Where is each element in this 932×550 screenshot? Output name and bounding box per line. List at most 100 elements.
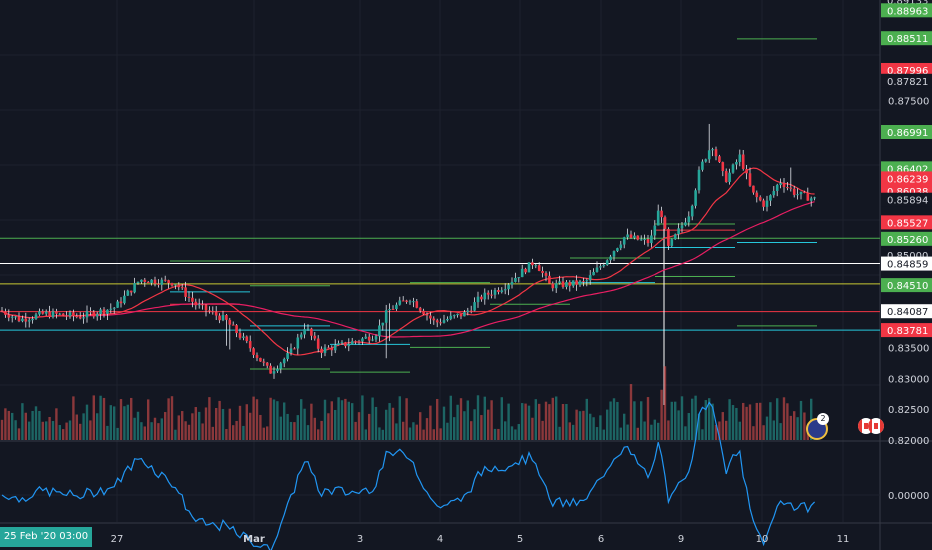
candle-body — [313, 335, 317, 339]
candle-body — [129, 290, 133, 293]
volume-bar — [752, 426, 755, 440]
candle-body — [718, 156, 721, 163]
candle-body — [238, 333, 242, 338]
candle-body — [347, 344, 351, 347]
volume-bar — [272, 399, 276, 440]
candle-body — [741, 154, 745, 169]
volume-bar — [242, 425, 245, 440]
candle-body — [381, 322, 385, 326]
price-tag-label: 0.88963 — [887, 6, 928, 17]
candle-body — [752, 185, 755, 193]
volume-bar — [106, 425, 109, 440]
volume-bar — [398, 396, 401, 440]
volume-bar — [735, 407, 738, 440]
volume-bar — [510, 426, 514, 440]
candle-body — [367, 336, 371, 341]
volume-bar — [296, 415, 299, 440]
candle-body — [252, 348, 255, 355]
candle-body — [242, 336, 245, 338]
canada-flag-icon[interactable] — [868, 418, 884, 434]
candle-body — [619, 244, 623, 249]
candle-body — [677, 228, 680, 235]
candle-body — [456, 313, 459, 316]
candle-body — [731, 164, 735, 173]
volume-bar — [684, 426, 687, 440]
candle-body — [303, 329, 306, 335]
volume-bar — [500, 397, 503, 440]
candle-body — [350, 341, 354, 345]
volume-bar — [266, 426, 269, 440]
candle-body — [422, 310, 425, 315]
volume-bar — [711, 403, 714, 440]
candle-body — [371, 339, 374, 341]
volume-bar — [79, 423, 82, 440]
volume-bar — [551, 397, 554, 440]
candle-body — [531, 262, 534, 266]
price-tag-label: 0.85000 — [887, 251, 928, 262]
oscillator-line — [1, 401, 816, 550]
candle-body — [762, 200, 765, 207]
candle-body — [571, 280, 575, 286]
candle-body — [191, 297, 194, 302]
candle-body — [126, 290, 130, 296]
volume-bar — [317, 429, 320, 440]
volume-bar — [385, 409, 388, 440]
price-tag-label: 0.87821 — [887, 77, 928, 88]
candle-body — [653, 225, 657, 236]
volume-bar — [255, 399, 259, 440]
volume-bar — [575, 409, 578, 440]
candle-body — [809, 198, 813, 201]
candle-body — [323, 347, 327, 353]
candle-body — [384, 310, 388, 323]
candle-body — [446, 318, 449, 321]
volume-bar — [306, 425, 310, 440]
volume-bar — [109, 405, 112, 440]
price-tag-label: 0.85894 — [887, 196, 928, 207]
volume-bar — [548, 404, 551, 440]
volume-bar — [221, 408, 225, 440]
candle-body — [561, 281, 565, 287]
volume-bar — [422, 429, 425, 440]
candle-body — [194, 301, 198, 306]
candle-body — [208, 310, 211, 312]
volume-bar — [694, 395, 697, 440]
volume-bar — [194, 407, 197, 440]
candle-body — [558, 281, 561, 284]
volume-bar — [364, 429, 367, 440]
volume-bar — [748, 404, 752, 440]
candle-body — [265, 362, 269, 366]
volume-bar — [218, 400, 221, 440]
candle-body — [248, 341, 252, 349]
candle-body — [704, 159, 708, 162]
volume-bar — [589, 413, 592, 440]
volume-bar — [721, 412, 724, 440]
price-tag — [881, 31, 932, 46]
volume-bar — [704, 400, 707, 440]
candle-body — [211, 311, 215, 313]
price-tag — [881, 256, 932, 271]
candle-body — [609, 256, 612, 261]
candle-body — [272, 371, 276, 374]
volume-bar — [150, 422, 153, 440]
candle-body — [578, 281, 582, 285]
candle-body — [337, 343, 340, 345]
volume-bar — [436, 398, 439, 440]
candle-body — [245, 336, 249, 342]
volume-bar — [116, 427, 119, 440]
candle-body — [361, 338, 364, 342]
candle-body — [204, 304, 208, 311]
volume-bar — [419, 412, 422, 440]
volume-bar — [432, 429, 435, 440]
candle-body — [269, 365, 272, 374]
volume-bar — [568, 422, 571, 440]
volume-bar — [82, 413, 85, 440]
candle-body — [4, 311, 7, 315]
volume-bar — [225, 429, 228, 440]
volume-bar — [623, 413, 626, 440]
candle-body — [755, 192, 759, 198]
candle-body — [643, 239, 646, 241]
volume-bar — [463, 411, 466, 440]
volume-bar — [663, 366, 667, 440]
candle-body — [745, 168, 748, 174]
